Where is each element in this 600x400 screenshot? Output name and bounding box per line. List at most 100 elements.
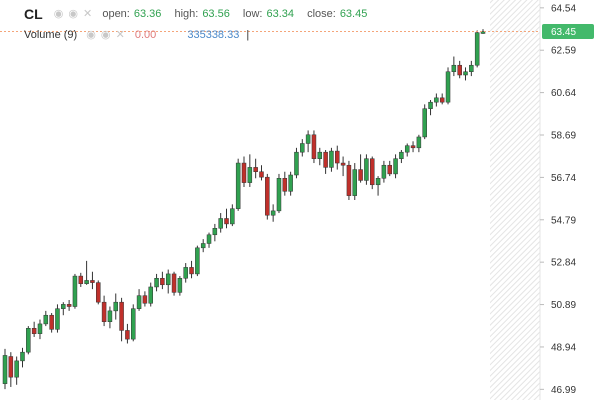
- close-value: 63.45: [339, 7, 368, 20]
- future-area: [490, 0, 540, 400]
- candle: [300, 139, 305, 157]
- candle: [428, 100, 433, 116]
- candle: [200, 239, 206, 253]
- candle: [235, 158, 241, 211]
- candle: [206, 232, 212, 248]
- candle: [335, 145, 340, 170]
- high-value: 63.56: [202, 7, 230, 20]
- candle: [165, 269, 171, 294]
- volume-zero-value: 0.00: [134, 29, 157, 41]
- candle: [154, 273, 159, 292]
- candle: [96, 280, 101, 305]
- candle-body: [142, 295, 148, 304]
- candle-body: [154, 278, 159, 288]
- candle-body: [387, 164, 392, 175]
- open-label: open:: [102, 7, 130, 20]
- candle-body: [428, 101, 433, 109]
- candle: [457, 60, 462, 79]
- candle-body: [37, 323, 43, 334]
- candle-body: [294, 151, 299, 176]
- candle: [66, 300, 72, 311]
- volume-visibility-icons[interactable]: ◉ ◉ ✕: [86, 29, 126, 41]
- candle-body: [253, 167, 258, 172]
- candle-body: [416, 136, 422, 149]
- candle-body: [130, 308, 136, 340]
- candle-body: [393, 158, 398, 175]
- candle: [369, 156, 375, 190]
- candle: [323, 150, 328, 174]
- y-tick-label: 58.69: [551, 131, 576, 142]
- candle-body: [2, 355, 8, 384]
- candle-body: [61, 304, 66, 309]
- candle-body: [49, 314, 54, 330]
- candle-body: [84, 280, 89, 284]
- candle-body: [276, 178, 282, 212]
- candle: [434, 93, 439, 107]
- candle-body: [212, 228, 218, 236]
- candle: [130, 304, 136, 342]
- candle: [72, 273, 78, 309]
- candle: [14, 356, 19, 385]
- candle: [404, 143, 410, 157]
- high-label: high:: [174, 7, 199, 20]
- candle: [78, 272, 84, 287]
- candle: [393, 154, 398, 179]
- candle: [381, 160, 387, 183]
- candle: [463, 67, 468, 81]
- candle-body: [247, 167, 253, 183]
- candle-body: [78, 275, 84, 284]
- candle-body: [66, 304, 72, 307]
- candle-body: [8, 356, 14, 378]
- candle-body: [381, 164, 387, 179]
- candle: [317, 147, 323, 166]
- candle-body: [230, 208, 235, 225]
- candle: [212, 223, 218, 242]
- candle: [113, 293, 119, 320]
- y-tick-label: 52.84: [551, 258, 576, 269]
- candle: [183, 263, 188, 283]
- candle-body: [72, 275, 78, 307]
- candle: [387, 160, 392, 177]
- candle-body: [160, 278, 165, 286]
- candle: [265, 173, 270, 220]
- candle: [375, 176, 381, 196]
- candle: [422, 104, 427, 140]
- candle: [247, 154, 253, 187]
- candle-body: [364, 158, 369, 181]
- candle: [119, 297, 124, 342]
- candle: [125, 323, 130, 344]
- candle: [358, 154, 363, 183]
- candle: [305, 130, 311, 153]
- ohlc-legend-row: CL ◉ ◉ ✕ open: 63.36 high: 63.56 low: 63.34…: [24, 6, 377, 26]
- candle-body: [311, 134, 317, 159]
- y-tick-label: 48.94: [551, 342, 576, 353]
- candle-body: [463, 71, 468, 76]
- candle: [195, 245, 200, 277]
- open-value: 63.36: [133, 7, 162, 20]
- candle-body: [195, 247, 200, 275]
- candle-body: [474, 32, 480, 66]
- candle: [189, 260, 194, 279]
- candle: [26, 326, 31, 355]
- symbol-label: CL: [24, 6, 43, 22]
- candle-body: [101, 301, 107, 322]
- y-tick-label: 54.79: [551, 215, 576, 226]
- candle: [259, 165, 264, 181]
- candle-body: [480, 31, 486, 34]
- price-axis: 64.54 62.59 60.64 58.69 56.74 54.79 52.84 50.89…: [539, 0, 600, 400]
- candle-body: [200, 243, 206, 249]
- candle-body: [165, 273, 171, 286]
- candle: [2, 348, 8, 390]
- candle-body: [90, 280, 95, 283]
- candle-body: [26, 328, 31, 353]
- candle: [340, 156, 346, 177]
- visibility-toggle-icons[interactable]: ◉ ◉ ✕: [53, 7, 94, 20]
- candle-body: [148, 286, 153, 304]
- close-label: close:: [307, 7, 336, 20]
- candle-body: [183, 267, 188, 279]
- candle-body: [288, 174, 293, 192]
- candle-body: [375, 178, 381, 186]
- candle: [294, 147, 299, 179]
- candle-body: [241, 162, 247, 183]
- candles-group: [2, 29, 486, 390]
